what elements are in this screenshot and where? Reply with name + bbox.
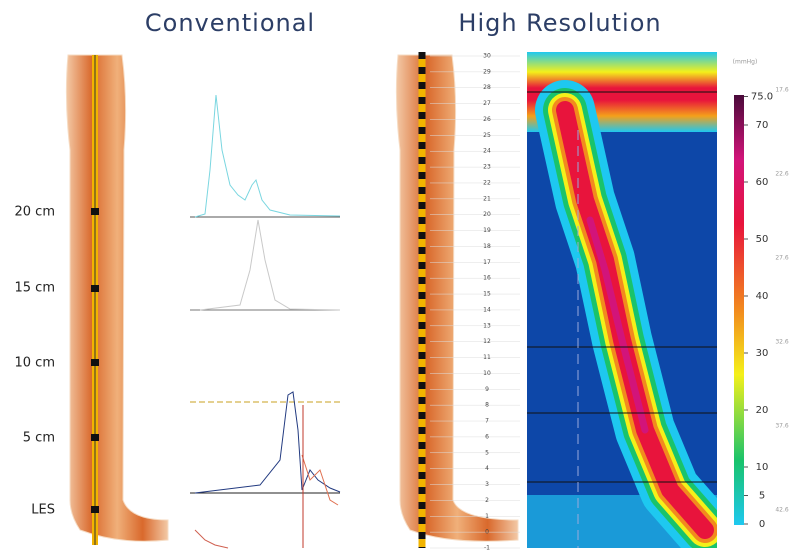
- ruler-label: 10: [483, 370, 491, 377]
- ruler-label: 5: [485, 449, 489, 456]
- pressure-topography: [527, 52, 717, 548]
- ruler-label: 1: [485, 513, 489, 520]
- ruler-label: 17: [483, 259, 491, 266]
- time-label: 42.6: [775, 507, 789, 514]
- esophagus-high-resolution: [396, 52, 518, 548]
- ruler-label: 16: [483, 275, 491, 282]
- ruler-label: 26: [483, 116, 491, 123]
- ruler-label: 18: [483, 243, 491, 250]
- ruler-label: 14: [483, 306, 491, 313]
- ruler-label: 15: [483, 291, 491, 298]
- ruler-label: 3: [485, 481, 489, 488]
- ruler-label: 4: [485, 465, 489, 472]
- ruler-label: 13: [483, 322, 491, 329]
- color-tick-label: 20: [756, 405, 769, 416]
- ruler-label: 22: [483, 179, 491, 186]
- color-tick-label: 70: [756, 120, 769, 131]
- title-high-resolution: High Resolution: [458, 9, 661, 37]
- position-label: 15 cm: [15, 281, 56, 296]
- ruler-label: 9: [485, 386, 489, 393]
- position-label: 5 cm: [23, 431, 55, 446]
- color-tick-label: 40: [756, 291, 769, 302]
- position-label: 20 cm: [15, 205, 56, 220]
- ruler-label: 21: [483, 195, 491, 202]
- color-tick-label: 0: [759, 519, 765, 530]
- ruler-label: 20: [483, 211, 491, 218]
- time-label: 37.6: [775, 423, 789, 430]
- ruler-label: 19: [483, 227, 491, 234]
- pressure-traces: [190, 95, 340, 548]
- scale-header: (mmHg): [733, 59, 758, 66]
- ruler-label: 6: [485, 433, 489, 440]
- title-conventional: Conventional: [145, 9, 315, 37]
- ruler-label: 29: [483, 68, 491, 75]
- ruler-label: 7: [485, 418, 489, 425]
- time-label: 17.6: [775, 87, 789, 94]
- time-label: 27.6: [775, 255, 789, 262]
- ruler-label: 30: [483, 53, 491, 60]
- time-label: 32.6: [775, 339, 789, 346]
- position-label: 10 cm: [15, 356, 56, 371]
- ruler-label: 2: [485, 497, 489, 504]
- position-label: LES: [31, 503, 55, 518]
- color-tick-label: 30: [756, 348, 769, 359]
- manometry-diagram: Conventional High Resolution 20 cm15 cm1…: [0, 0, 793, 550]
- ruler-label: 8: [485, 402, 489, 409]
- ruler-label: 12: [483, 338, 491, 345]
- ruler-label: 25: [483, 132, 491, 139]
- color-tick-label: 60: [756, 177, 769, 188]
- ruler-label: 11: [483, 354, 491, 361]
- color-tick-label: 75.0: [751, 92, 773, 103]
- time-label: 22.6: [775, 171, 789, 178]
- esophagus-conventional: [66, 55, 168, 545]
- ruler-label: 28: [483, 84, 491, 91]
- ruler-label: 23: [483, 164, 491, 171]
- color-tick-label: 50: [756, 234, 769, 245]
- ruler-label: -1: [484, 545, 490, 550]
- color-bar: [734, 95, 744, 525]
- color-tick-label: 10: [756, 462, 769, 473]
- ruler-label: 27: [483, 100, 491, 107]
- ruler-label: 24: [483, 148, 491, 155]
- ruler-label: 0: [485, 529, 489, 536]
- color-tick-label: 5: [759, 491, 765, 502]
